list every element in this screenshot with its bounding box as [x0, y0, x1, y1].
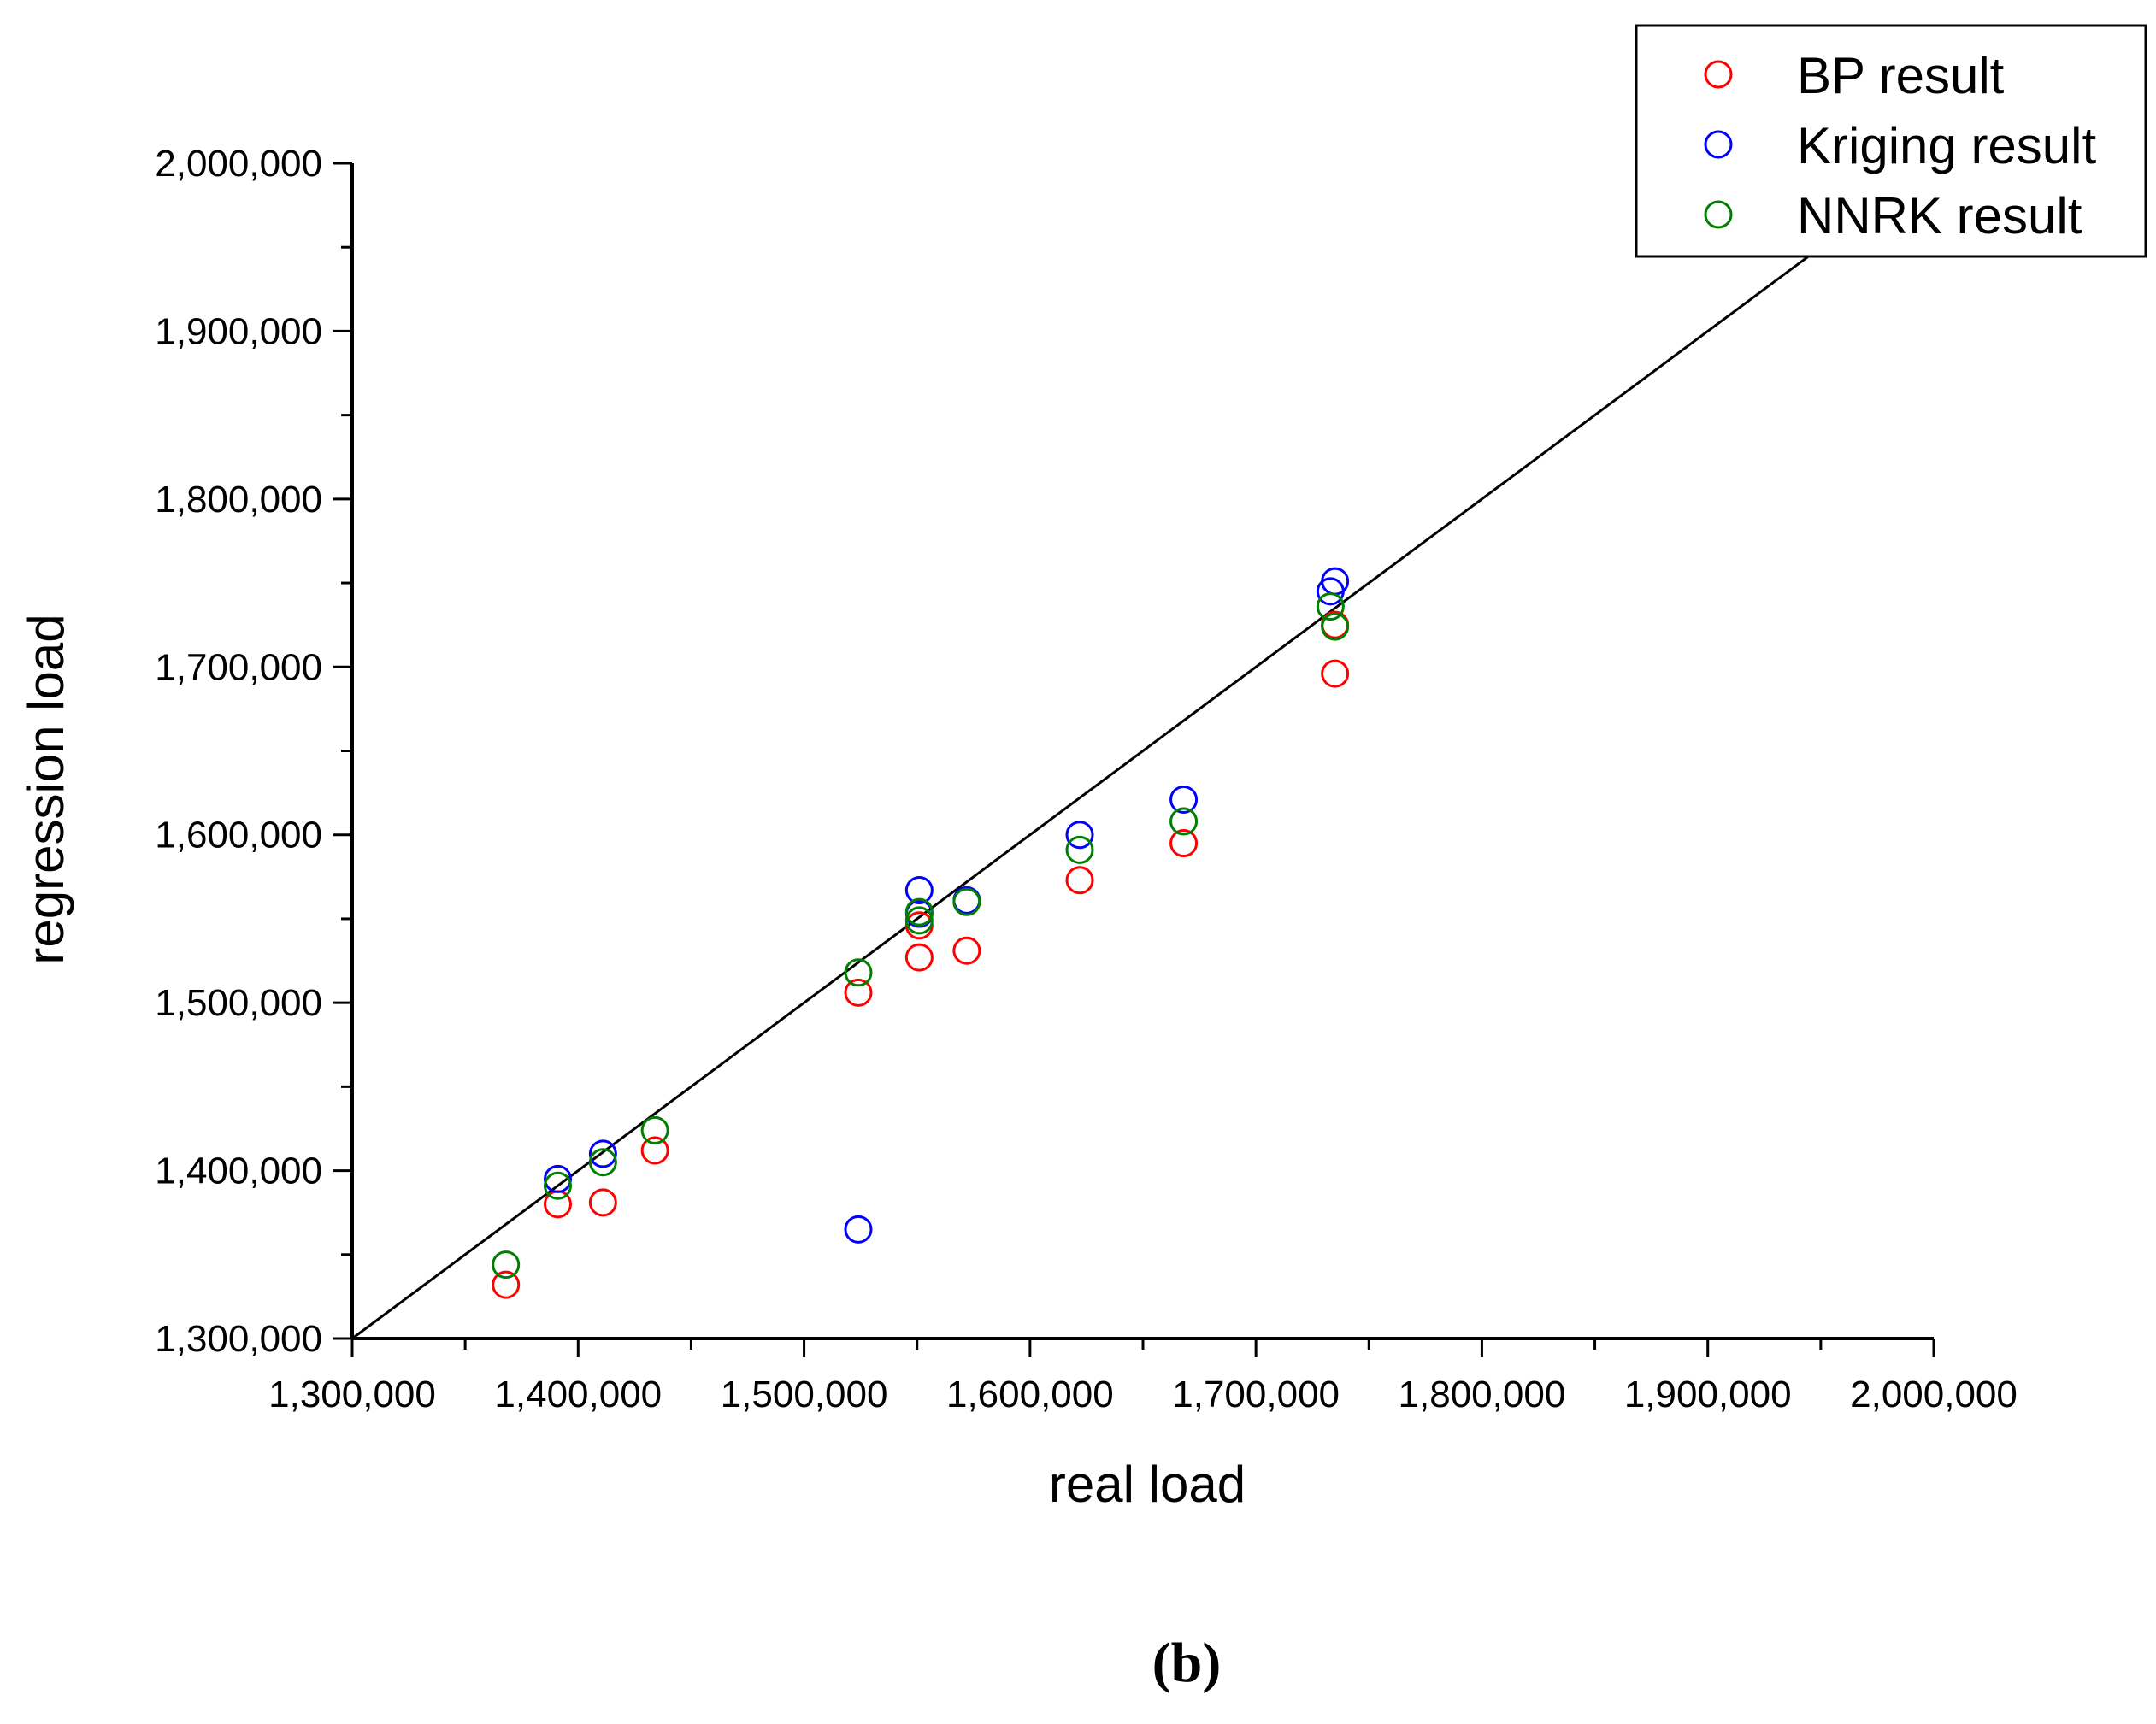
data-point [640, 1115, 669, 1144]
data-point [1065, 835, 1094, 864]
x-tick-label: 1,600,000 [946, 1374, 1114, 1415]
y-tick-label: 2,000,000 [155, 143, 322, 185]
data-point [1169, 807, 1199, 836]
data-point [544, 1171, 572, 1200]
legend-marker [1704, 60, 1733, 89]
x-axis-label: real load [1049, 1456, 1246, 1513]
data-point [1065, 866, 1094, 895]
data-point [952, 936, 981, 965]
y-tick-label: 1,300,000 [155, 1318, 322, 1360]
ticks: 1,300,000 1,400,000 1,500,000 1,600,000 1,70… [155, 143, 2018, 1415]
data-point [1316, 592, 1345, 621]
panel-label: (b) [1152, 1632, 1222, 1694]
y-tick-label: 1,500,000 [155, 982, 322, 1024]
x-tick-label: 1,500,000 [721, 1374, 888, 1415]
reference-line [351, 162, 1935, 1340]
x-tick-label: 1,400,000 [494, 1374, 662, 1415]
data-points [492, 567, 1350, 1299]
legend-label: Kriging result [1797, 117, 2096, 174]
x-tick-label: 1,300,000 [268, 1374, 436, 1415]
data-point [952, 887, 981, 916]
data-point [904, 943, 934, 972]
data-point [844, 958, 873, 987]
data-point [844, 978, 873, 1007]
legend-label: NNRK result [1797, 187, 2082, 244]
x-tick-label: 2,000,000 [1850, 1374, 2018, 1415]
legend-marker [1704, 200, 1733, 229]
data-point [904, 897, 934, 927]
data-point [1316, 577, 1345, 606]
x-tick-label: 1,900,000 [1624, 1374, 1792, 1415]
data-point [588, 1188, 617, 1217]
data-point [844, 1215, 873, 1244]
series-nnrk-result [492, 592, 1350, 1280]
x-tick-label: 1,800,000 [1399, 1374, 1566, 1415]
data-point [588, 1148, 617, 1177]
data-point [1321, 612, 1350, 641]
y-tick-label: 1,400,000 [155, 1150, 322, 1192]
data-point [904, 906, 934, 935]
y-axis-label: regression load [17, 614, 74, 964]
data-point [492, 1270, 521, 1299]
data-point [1065, 821, 1094, 850]
data-point [904, 876, 934, 905]
data-point [544, 1164, 572, 1193]
legend-item: BP result [1704, 47, 2005, 104]
legend-item: NNRK result [1704, 187, 2082, 244]
data-point [492, 1250, 521, 1280]
data-point [588, 1139, 617, 1168]
data-point [1169, 829, 1199, 858]
y-tick-label: 1,900,000 [155, 310, 322, 352]
x-tick-label: 1,700,000 [1172, 1374, 1340, 1415]
legend-marker [1704, 130, 1733, 159]
y-tick-label: 1,600,000 [155, 815, 322, 856]
legend: BP result Kriging result NNRK result [1635, 24, 2147, 258]
data-point [640, 1136, 669, 1165]
legend-item: Kriging result [1704, 117, 2096, 174]
y-tick-label: 1,700,000 [155, 646, 322, 688]
series-bp-result [492, 610, 1350, 1299]
data-point [1321, 659, 1350, 688]
legend-box [1635, 24, 2147, 258]
legend-label: BP result [1797, 47, 2005, 104]
series-kriging-result [544, 567, 1350, 1244]
y-tick-label: 1,800,000 [155, 479, 322, 521]
data-point [1169, 785, 1199, 814]
